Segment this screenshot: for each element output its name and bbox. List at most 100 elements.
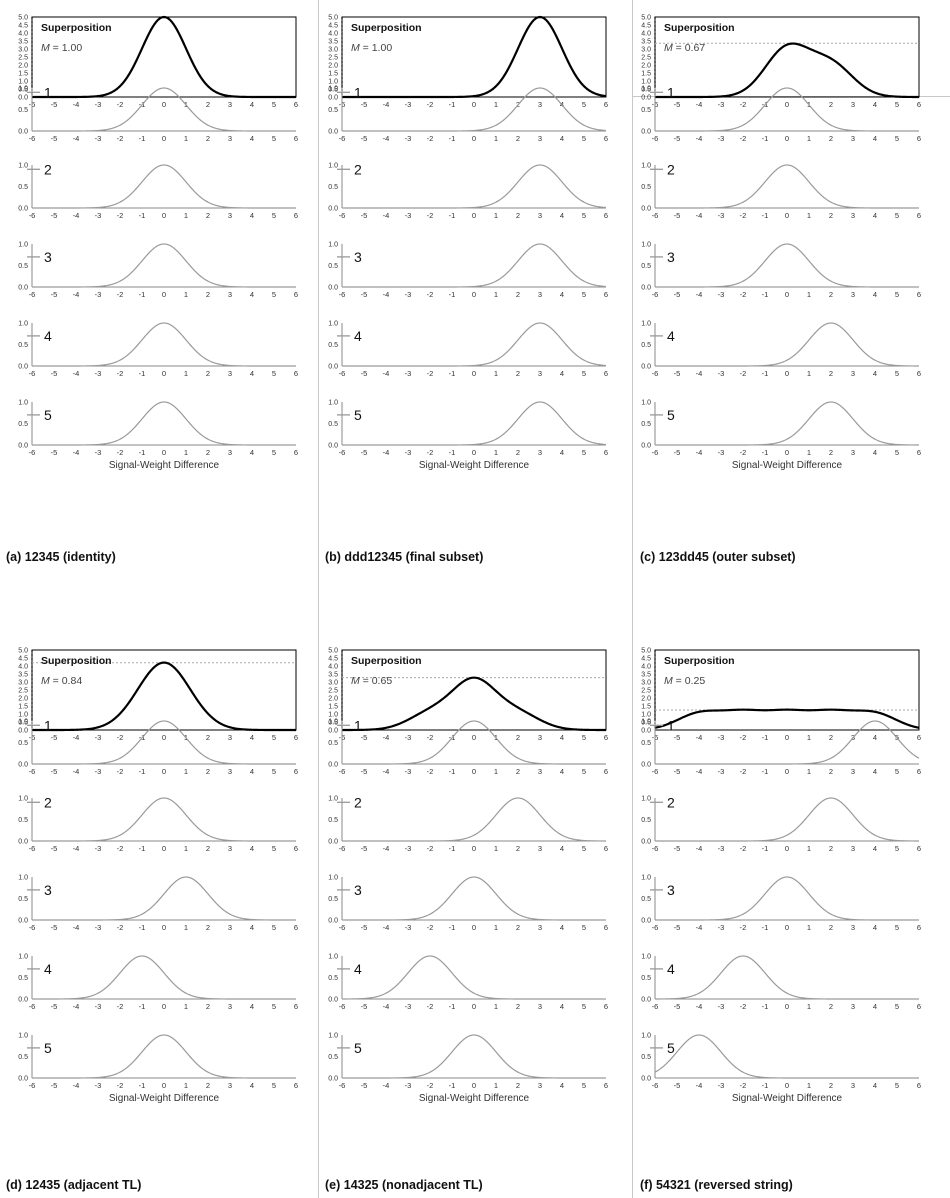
component-x-tick-label: 2 xyxy=(829,923,833,932)
superposition-y-tick-label: 2.5 xyxy=(641,55,651,62)
component-x-tick-label: 1 xyxy=(184,369,188,378)
superposition-y-tick-label: 4.5 xyxy=(328,656,338,663)
component-x-tick-label: 6 xyxy=(294,448,298,457)
component-x-tick-label: -5 xyxy=(674,1081,681,1090)
component-x-tick-label: -6 xyxy=(652,1002,659,1011)
component-curve-3 xyxy=(342,876,606,921)
superposition-y-tick-label: 2.0 xyxy=(641,696,651,703)
component-x-tick-label: -5 xyxy=(51,448,58,457)
component-x-tick-label: -3 xyxy=(405,923,412,932)
component-x-tick-label: -5 xyxy=(51,767,58,776)
component-x-tick-label: 1 xyxy=(494,290,498,299)
component-y-tick-label: 0.0 xyxy=(641,364,651,371)
component-x-tick-label: 6 xyxy=(917,448,921,457)
superposition-curve xyxy=(654,708,920,729)
component-x-tick-label: 0 xyxy=(472,1081,476,1090)
component-y-tick-label: 0.5 xyxy=(328,263,338,270)
component-x-tick-label: 4 xyxy=(560,448,564,457)
component-x-tick-label: -2 xyxy=(740,134,747,143)
superposition-title: Superposition xyxy=(41,22,112,34)
superposition-y-tick-label: 5.0 xyxy=(18,15,28,22)
component-x-tick-label: 2 xyxy=(516,923,520,932)
component-y-tick-label: 1.0 xyxy=(18,400,28,407)
component-y-tick-label: 0.5 xyxy=(18,107,28,114)
superposition-x-tick-label: 2 xyxy=(206,733,210,742)
component-x-tick-label: -2 xyxy=(117,1002,124,1011)
superposition-y-tick-label: 3.5 xyxy=(641,39,651,46)
component-x-tick-label: -6 xyxy=(652,290,659,299)
component-y-tick-label: 1.0 xyxy=(641,796,651,803)
component-x-tick-label: -5 xyxy=(361,844,368,853)
component-y-tick-label: 1.0 xyxy=(328,321,338,328)
superposition-x-tick-label: 6 xyxy=(917,100,921,109)
component-x-tick-label: 0 xyxy=(472,1002,476,1011)
legend-label: 4 xyxy=(667,961,675,977)
component-x-tick-label: 0 xyxy=(785,923,789,932)
component-x-tick-label: 4 xyxy=(873,844,877,853)
component-x-tick-label: -5 xyxy=(361,369,368,378)
component-x-tick-label: -1 xyxy=(449,134,456,143)
component-x-tick-label: -5 xyxy=(674,448,681,457)
component-y-tick-label: 1.0 xyxy=(18,242,28,249)
component-x-tick-label: 3 xyxy=(228,448,232,457)
superposition-x-tick-label: -3 xyxy=(95,733,102,742)
component-x-tick-label: 1 xyxy=(494,767,498,776)
component-x-tick-label: 5 xyxy=(272,1002,276,1011)
superposition-x-tick-label: -3 xyxy=(95,100,102,109)
superposition-y-tick-label: 0.0 xyxy=(18,95,28,102)
component-y-tick-label: 0.0 xyxy=(18,839,28,846)
component-x-tick-label: 2 xyxy=(829,1081,833,1090)
component-x-tick-label: -5 xyxy=(361,211,368,220)
superposition-x-tick-label: -3 xyxy=(718,100,725,109)
component-y-tick-label: 0.0 xyxy=(328,129,338,136)
component-x-tick-label: -3 xyxy=(95,844,102,853)
component-x-tick-label: -5 xyxy=(51,1081,58,1090)
component-curve-3 xyxy=(655,876,919,921)
legend-label: 2 xyxy=(354,161,362,177)
component-y-tick-label: 1.0 xyxy=(18,796,28,803)
superposition-x-tick-label: -5 xyxy=(51,733,58,742)
component-x-tick-label: -1 xyxy=(139,211,146,220)
component-x-tick-label: 3 xyxy=(538,211,542,220)
component-x-tick-label: -5 xyxy=(674,923,681,932)
component-x-tick-label: -4 xyxy=(696,1081,703,1090)
component-x-tick-label: 2 xyxy=(516,1081,520,1090)
superposition-y-tick-label: 1.5 xyxy=(641,704,651,711)
component-x-tick-label: -6 xyxy=(652,211,659,220)
component-x-tick-label: 2 xyxy=(516,211,520,220)
superposition-y-tick-label: 3.5 xyxy=(18,39,28,46)
component-x-tick-label: -4 xyxy=(696,923,703,932)
superposition-x-tick-label: 0 xyxy=(785,733,789,742)
component-y-tick-label: 0.0 xyxy=(328,839,338,846)
component-x-tick-label: -2 xyxy=(740,211,747,220)
superposition-x-tick-label: 0 xyxy=(162,733,166,742)
component-x-tick-label: 2 xyxy=(516,767,520,776)
component-y-tick-label: 1.0 xyxy=(328,1033,338,1040)
component-x-tick-label: -5 xyxy=(51,844,58,853)
component-x-tick-label: 4 xyxy=(873,448,877,457)
component-curve-3 xyxy=(655,243,919,288)
component-x-tick-label: -4 xyxy=(696,767,703,776)
superposition-y-tick-label: 3.0 xyxy=(328,680,338,687)
component-x-tick-label: -1 xyxy=(139,290,146,299)
component-x-tick-label: -4 xyxy=(73,923,80,932)
superposition-x-tick-label: -2 xyxy=(427,100,434,109)
component-x-tick-label: -5 xyxy=(361,1002,368,1011)
component-x-tick-label: -5 xyxy=(674,1002,681,1011)
legend-label: 2 xyxy=(667,161,675,177)
component-x-tick-label: -5 xyxy=(51,211,58,220)
column-divider-1 xyxy=(318,0,319,1198)
component-x-tick-label: -5 xyxy=(51,1002,58,1011)
component-x-tick-label: 4 xyxy=(873,767,877,776)
component-x-tick-label: -1 xyxy=(449,448,456,457)
component-x-tick-label: 3 xyxy=(228,1002,232,1011)
superposition-y-tick-label: 1.5 xyxy=(328,71,338,78)
component-x-tick-label: -2 xyxy=(117,767,124,776)
component-x-tick-label: -3 xyxy=(718,844,725,853)
component-y-tick-label: 0.0 xyxy=(328,285,338,292)
component-x-tick-label: 3 xyxy=(538,134,542,143)
component-x-tick-label: 0 xyxy=(785,290,789,299)
superposition-x-tick-label: 4 xyxy=(873,100,877,109)
component-x-tick-label: -4 xyxy=(383,844,390,853)
component-x-tick-label: -2 xyxy=(117,211,124,220)
